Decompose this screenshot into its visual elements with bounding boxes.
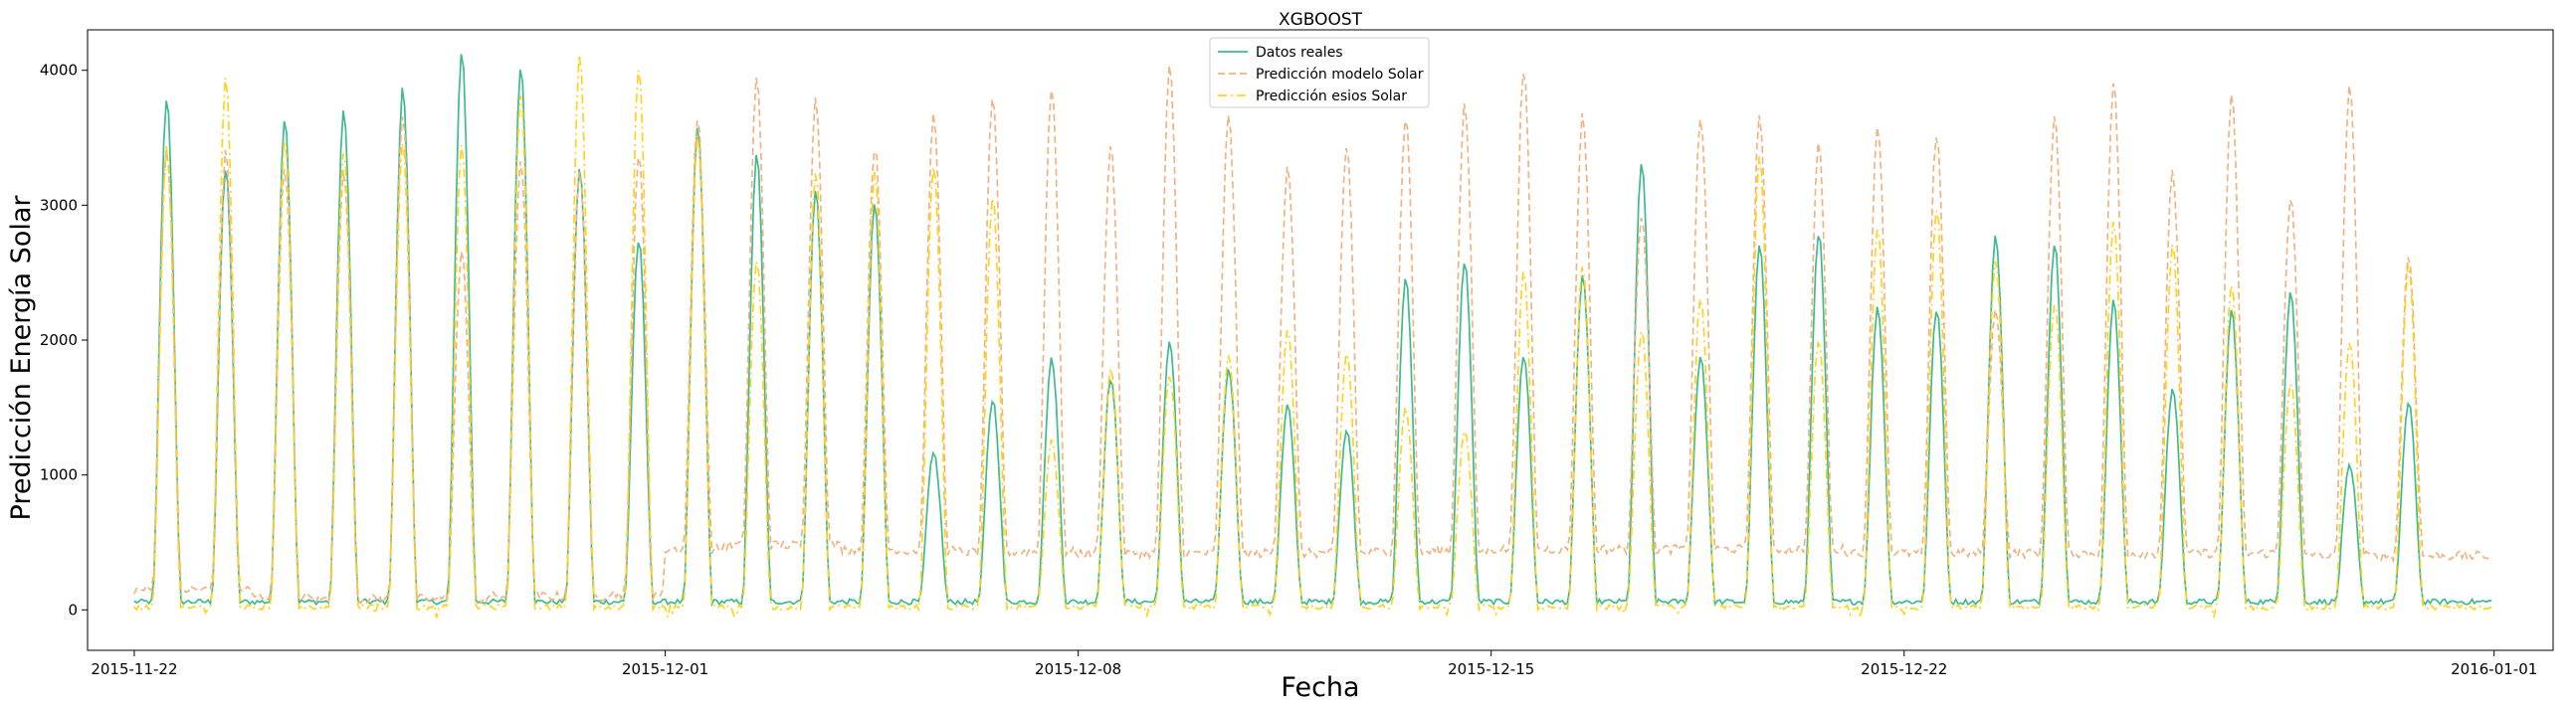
legend-label-3: Predicción esios Solar (1256, 88, 1407, 104)
series-line-2 (133, 65, 2492, 606)
axes: 2015-11-22 2015-12-01 2015-12-08 2015-12-15… (40, 29, 2554, 678)
x-tick-label: 2015-12-22 (1861, 660, 1947, 678)
legend-label-1: Datos reales (1256, 45, 1343, 61)
chart-title: XGBOOST (1279, 10, 1363, 30)
x-tick-label: 2015-12-15 (1448, 660, 1534, 678)
y-tick-label: 4000 (40, 62, 78, 80)
x-tick-label: 2015-12-08 (1035, 660, 1121, 678)
x-tick-label: 2015-12-01 (622, 660, 708, 678)
x-tick-label: 2016-01-01 (2451, 660, 2537, 678)
y-tick-label: 0 (68, 601, 78, 619)
y-tick-label: 3000 (40, 196, 78, 214)
series-line-3 (133, 55, 2492, 619)
plot-area (133, 54, 2492, 619)
x-tick-label: 2015-11-22 (91, 660, 177, 678)
y-tick-label: 2000 (40, 331, 78, 349)
x-axis-label: Fecha (1281, 672, 1359, 703)
series-line-1 (133, 54, 2492, 609)
legend-box (1209, 37, 1430, 108)
legend-label-2: Predicción modelo Solar (1256, 67, 1424, 83)
legend: Datos reales Predicción modelo Solar Predi… (1209, 37, 1430, 108)
y-tick-label: 1000 (40, 466, 78, 484)
y-axis-label: Predicción Energía Solar (6, 195, 37, 521)
